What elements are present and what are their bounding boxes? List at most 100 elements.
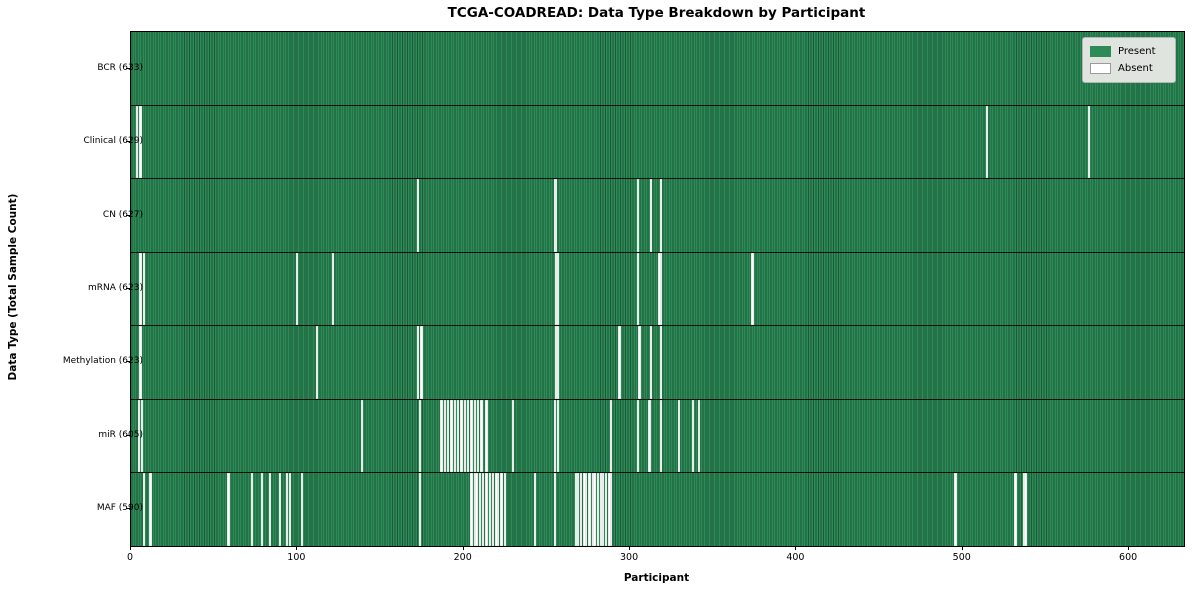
absent-stripe [555,179,558,252]
y-tick-label: CN (627) [102,209,143,220]
absent-stripe [250,473,253,547]
legend-swatch-present [1090,46,1111,57]
absent-stripe [553,399,556,473]
absent-stripe [478,473,481,547]
x-tick-label: 300 [619,552,639,563]
absent-stripe [447,399,450,473]
y-tick-label: MAF (590) [96,503,143,514]
absent-stripe [332,252,335,326]
absent-stripe [491,473,495,547]
x-tick-mark [462,546,464,550]
x-axis-label: Participant [623,572,690,584]
absent-stripe [496,473,500,547]
legend: Present Absent [1082,37,1176,83]
y-tick-label: Clinical (629) [83,136,143,147]
absent-stripe [417,326,420,399]
y-tick-label: BCR (633) [97,62,143,73]
x-tick-label: 100 [287,552,306,563]
y-tick-mark [125,67,130,69]
absent-stripe [1024,473,1027,547]
legend-label: Absent [1118,63,1153,74]
absent-stripe [698,399,701,473]
x-tick-mark [961,546,963,550]
absent-stripe [418,473,421,547]
absent-stripe [503,473,506,547]
legend-entry-absent: Absent [1090,60,1168,77]
absent-stripe [475,473,478,547]
absent-stripe [315,326,318,399]
absent-stripe [1014,473,1017,547]
absent-stripe [285,473,288,547]
absent-stripe [986,105,989,179]
absent-stripe [485,399,488,473]
absent-stripe [1087,105,1090,179]
absent-stripe [139,105,142,179]
absent-stripe [142,252,145,326]
y-tick-label: mRNA (623) [88,283,143,293]
heatmap-row-miR [131,398,1184,473]
absent-stripe [360,399,363,473]
absent-stripe [450,399,453,473]
x-tick-label: 600 [1119,552,1138,563]
absent-stripe [648,399,651,473]
absent-stripe [495,473,498,547]
absent-stripe [488,473,491,547]
heatmap-row-MAF [131,472,1184,547]
y-tick-mark [125,214,130,216]
x-tick-mark [130,546,131,550]
absent-stripe [659,179,663,252]
heatmap-row-BCR [131,32,1184,105]
heatmap-rows [131,32,1184,547]
heatmap-row-mRNA [131,251,1184,326]
y-tick-mark [125,434,130,436]
absent-stripe [417,179,420,252]
absent-stripe [556,399,560,473]
absent-stripe [139,252,142,326]
absent-stripe [583,473,586,547]
x-tick-label: 200 [453,552,472,563]
legend-swatch-absent [1090,63,1111,74]
absent-stripe [1022,473,1025,547]
absent-stripe [470,399,473,473]
x-tick-mark [1128,546,1130,550]
x-tick-mark [629,546,631,550]
absent-stripe [269,473,272,547]
absent-stripe [463,399,466,473]
absent-stripe [260,473,263,547]
absent-stripe [477,399,480,473]
absent-stripe [605,473,608,547]
y-tick-label: miR (605) [98,429,143,440]
absent-stripe [588,473,591,547]
y-tick-mark [125,141,130,143]
absent-stripe [610,473,613,547]
absent-stripe [500,473,503,547]
y-axis-label: Data Type (Total Sample Count) [7,193,19,381]
absent-stripe [227,473,230,547]
chart-title: TCGA-COADREAD: Data Type Breakdown by Pa… [447,5,866,21]
absent-stripe [751,252,754,326]
heatmap-row-CN [131,178,1184,252]
x-tick-label: 400 [786,552,805,563]
absent-stripe [467,399,470,473]
absent-stripe [470,473,473,547]
absent-stripe [618,326,621,399]
absent-stripe [575,473,578,547]
absent-stripe [457,399,460,473]
absent-stripe [440,399,443,473]
absent-stripe [659,326,663,399]
absent-stripe [636,399,639,473]
absent-stripe [556,252,560,326]
plot-area [130,31,1185,547]
absent-stripe [485,473,488,547]
absent-stripe [480,399,483,473]
absent-stripe [601,473,604,547]
x-tick-mark [795,546,797,550]
absent-stripe [453,399,456,473]
absent-stripe [553,179,556,252]
absent-stripe [418,399,421,473]
absent-stripe [555,326,558,399]
absent-stripe [638,326,641,399]
x-tick-label: 500 [952,552,971,563]
absent-stripe [555,252,558,326]
